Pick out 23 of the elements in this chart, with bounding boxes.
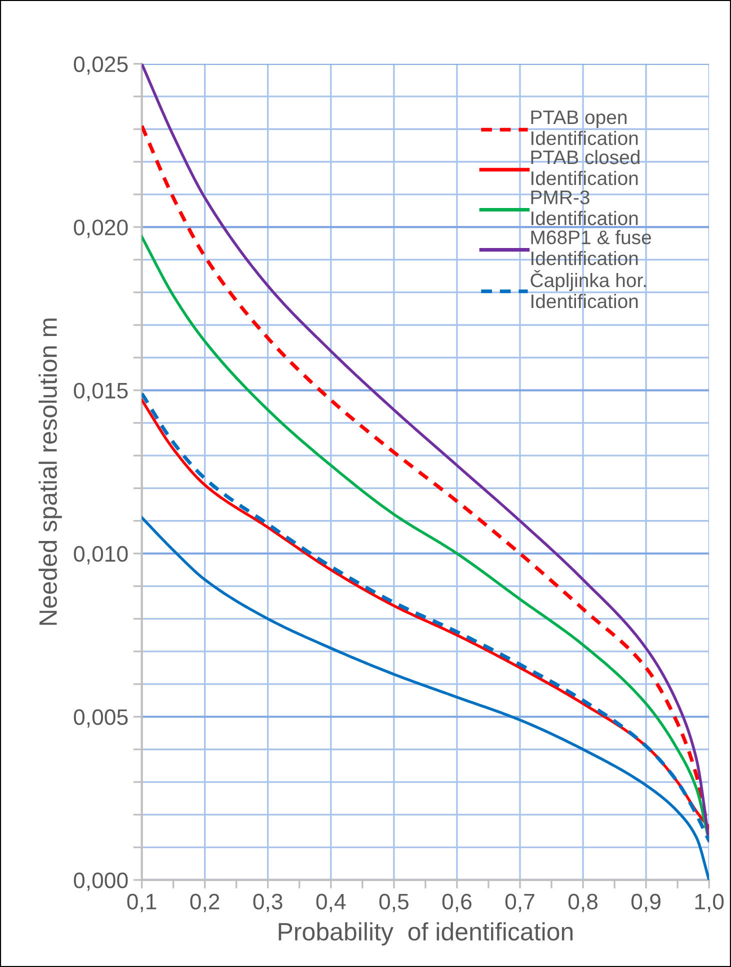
x-tick-label: 0,2: [190, 894, 220, 912]
y-axis-title: Needed spatial resolution m: [38, 318, 62, 625]
x-tick-label: 0,3: [253, 894, 282, 912]
x-tick-label: 0,4: [316, 894, 346, 912]
x-tick-label: 0,9: [631, 894, 660, 912]
y-tick-label: 0,000: [74, 872, 128, 891]
x-tick-label: 1,0: [695, 894, 724, 912]
legend-label: M68P1 & fuse Identification: [531, 230, 652, 266]
y-tick-label: 0,005: [74, 709, 128, 728]
y-tick-label: 0,010: [74, 546, 128, 564]
y-tick-label: 0,025: [74, 56, 128, 75]
y-tick-label: 0,020: [74, 220, 128, 238]
x-tick-label: 0,6: [442, 894, 472, 912]
y-tick-label: 0,015: [74, 382, 128, 402]
x-tick-label: 0,1: [127, 894, 156, 912]
legend-label: Čapljinka hor. Identification: [530, 270, 646, 308]
x-tick-label: 0,5: [379, 894, 408, 912]
x-tick-label: 0,8: [568, 894, 598, 912]
x-tick-label: 0,7: [505, 894, 534, 912]
legend-label: PTAB open Identification: [531, 110, 638, 146]
legend-label: PMR-3 Identification: [531, 190, 638, 226]
legend-label: PTAB closed Identification: [531, 150, 640, 186]
x-axis-title: Probability of identification: [278, 922, 573, 946]
